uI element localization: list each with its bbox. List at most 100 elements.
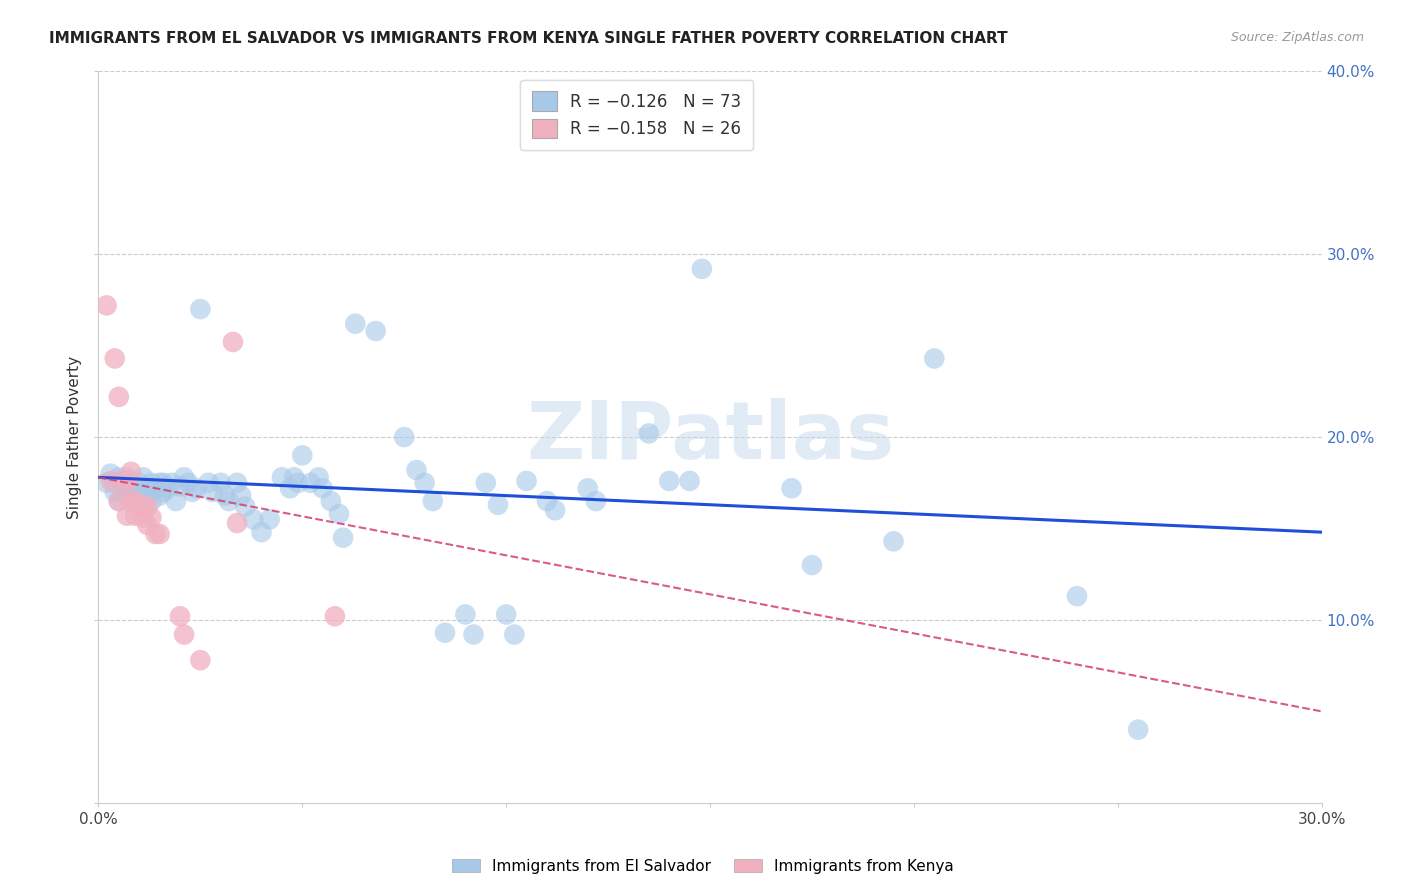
Legend: R = −0.126   N = 73, R = −0.158   N = 26: R = −0.126 N = 73, R = −0.158 N = 26 xyxy=(520,79,754,150)
Point xyxy=(463,627,485,641)
Point xyxy=(495,607,517,622)
Text: IMMIGRANTS FROM EL SALVADOR VS IMMIGRANTS FROM KENYA SINGLE FATHER POVERTY CORRE: IMMIGRANTS FROM EL SALVADOR VS IMMIGRANT… xyxy=(49,31,1008,46)
Point xyxy=(111,485,134,500)
Point xyxy=(679,474,702,488)
Point xyxy=(136,481,159,495)
Point xyxy=(250,525,273,540)
Y-axis label: Single Father Poverty: Single Father Poverty xyxy=(67,356,83,518)
Point xyxy=(115,474,138,488)
Point xyxy=(278,481,301,495)
Point xyxy=(96,298,118,312)
Point xyxy=(503,627,526,641)
Point xyxy=(115,470,138,484)
Point xyxy=(156,481,179,495)
Point xyxy=(104,475,127,490)
Point xyxy=(186,481,208,495)
Point xyxy=(1066,589,1088,603)
Point xyxy=(181,485,204,500)
Point xyxy=(141,475,163,490)
Point xyxy=(145,481,167,495)
Point xyxy=(332,531,354,545)
Point xyxy=(231,489,253,503)
Point xyxy=(259,512,281,526)
Point xyxy=(104,485,127,500)
Point xyxy=(188,653,212,667)
Legend: Immigrants from El Salvador, Immigrants from Kenya: Immigrants from El Salvador, Immigrants … xyxy=(446,853,960,880)
Point xyxy=(108,494,131,508)
Point xyxy=(242,512,264,526)
Point xyxy=(120,475,142,490)
Point xyxy=(422,494,444,508)
Point xyxy=(233,500,256,514)
Point xyxy=(344,317,367,331)
Point xyxy=(128,475,150,490)
Point xyxy=(405,463,427,477)
Point xyxy=(883,534,905,549)
Point xyxy=(100,467,122,481)
Point xyxy=(780,481,803,495)
Point xyxy=(169,479,191,493)
Text: ZIPatlas: ZIPatlas xyxy=(526,398,894,476)
Point xyxy=(486,498,509,512)
Point xyxy=(291,449,314,463)
Point xyxy=(1128,723,1150,737)
Point xyxy=(124,494,146,508)
Point xyxy=(392,430,416,444)
Point xyxy=(922,351,945,366)
Point xyxy=(638,426,661,441)
Point xyxy=(115,481,138,495)
Text: Source: ZipAtlas.com: Source: ZipAtlas.com xyxy=(1230,31,1364,45)
Point xyxy=(516,474,538,488)
Point xyxy=(209,475,232,490)
Point xyxy=(690,261,713,276)
Point xyxy=(108,390,131,404)
Point xyxy=(120,489,142,503)
Point xyxy=(312,481,335,495)
Point xyxy=(434,625,457,640)
Point xyxy=(108,494,131,508)
Point xyxy=(132,500,155,514)
Point xyxy=(111,475,134,490)
Point xyxy=(222,334,245,349)
Point xyxy=(115,508,138,523)
Point xyxy=(169,609,191,624)
Point xyxy=(287,475,309,490)
Point xyxy=(100,474,122,488)
Point xyxy=(226,475,249,490)
Point xyxy=(120,465,142,479)
Point xyxy=(141,510,163,524)
Point xyxy=(214,489,236,503)
Point xyxy=(152,475,174,490)
Point xyxy=(454,607,477,622)
Point xyxy=(328,507,350,521)
Point xyxy=(132,470,155,484)
Point xyxy=(544,503,567,517)
Point xyxy=(132,510,155,524)
Point xyxy=(658,474,681,488)
Point xyxy=(128,500,150,514)
Point xyxy=(218,494,240,508)
Point xyxy=(801,558,824,573)
Point xyxy=(108,470,131,484)
Point xyxy=(136,500,159,514)
Point xyxy=(299,475,322,490)
Point xyxy=(308,470,330,484)
Point xyxy=(160,475,183,490)
Point xyxy=(136,489,159,503)
Point xyxy=(283,470,305,484)
Point xyxy=(124,508,146,523)
Point xyxy=(319,494,342,508)
Point xyxy=(104,351,127,366)
Point xyxy=(165,494,187,508)
Point xyxy=(96,475,118,490)
Point xyxy=(124,479,146,493)
Point xyxy=(173,470,195,484)
Point xyxy=(201,485,224,500)
Point xyxy=(413,475,436,490)
Point xyxy=(364,324,387,338)
Point xyxy=(128,485,150,500)
Point xyxy=(149,475,172,490)
Point xyxy=(197,475,219,490)
Point xyxy=(173,627,195,641)
Point xyxy=(536,494,558,508)
